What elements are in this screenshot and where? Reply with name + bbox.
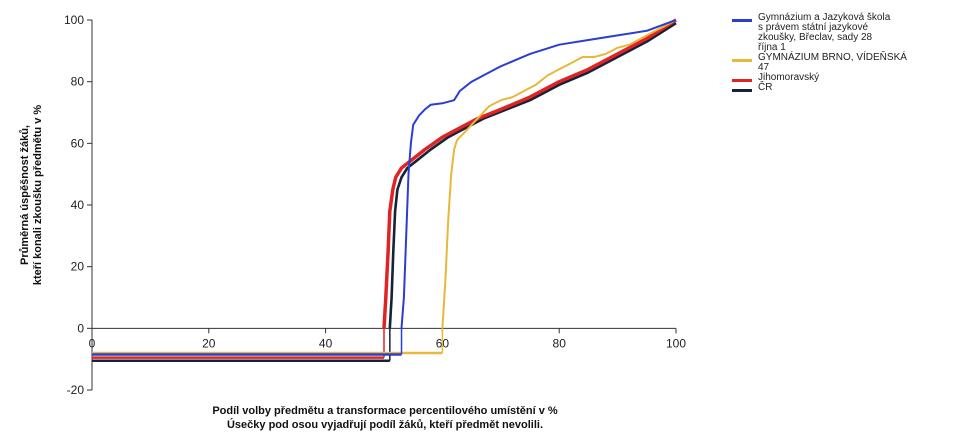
y-tick-label: 40	[71, 198, 85, 212]
series-1	[92, 19, 677, 356]
x-tick-label: 0	[89, 336, 96, 350]
y-axis-title-line1: Průměrná úspěšnost žáků,	[19, 125, 31, 265]
x-axis-title-line1: Podíl volby předmětu a transformace perc…	[212, 405, 558, 417]
legend-item-3: Jihomoravský	[732, 73, 972, 83]
legend-swatch	[732, 19, 752, 22]
legend-swatch	[732, 89, 752, 92]
legend-item-2: GYMNÁZIUM BRNO, VÍDEŇSKÁ 47	[732, 53, 972, 73]
y-axis-title-line2: kteří konali zkoušku předmětu v %	[32, 105, 44, 286]
axis-labels: Průměrná úspěšnost žáků, kteří konali zk…	[19, 105, 558, 431]
series-2	[92, 19, 677, 355]
legend-swatch	[732, 79, 752, 82]
x-tick-label: 100	[666, 336, 686, 350]
legend-label: Jihomoravský	[758, 72, 820, 83]
series-2-line	[441, 19, 677, 329]
y-tick-label: 100	[64, 13, 84, 27]
y-tick-label: 0	[77, 321, 84, 335]
series-4-line	[388, 22, 677, 329]
y-tick-label: 80	[71, 75, 85, 89]
series-3	[92, 18, 677, 359]
legend-item-1: Gymnázium a Jazyková škola s právem stát…	[732, 13, 972, 53]
legend-item-4: ČR	[732, 83, 972, 93]
series-3-line	[382, 18, 677, 329]
legend-label: ČR	[758, 82, 773, 93]
y-tick-label: -20	[67, 383, 85, 397]
x-axis-title-line2: Úsečky pod osou vyjadřují podíl žáků, kt…	[227, 418, 543, 431]
legend-label: Gymnázium a Jazyková škola s právem stát…	[758, 12, 891, 53]
x-tick-label: 80	[553, 336, 567, 350]
x-tick-label: 40	[319, 336, 333, 350]
y-tick-label: 20	[71, 260, 85, 274]
x-tick-label: 20	[202, 336, 216, 350]
y-tick-label: 60	[71, 136, 85, 150]
legend: Gymnázium a Jazyková škola s právem stát…	[732, 13, 972, 93]
series-1-line	[400, 19, 677, 329]
legend-label: GYMNÁZIUM BRNO, VÍDEŇSKÁ 47	[758, 52, 907, 73]
legend-swatch	[732, 59, 752, 62]
series-layer	[92, 18, 677, 362]
